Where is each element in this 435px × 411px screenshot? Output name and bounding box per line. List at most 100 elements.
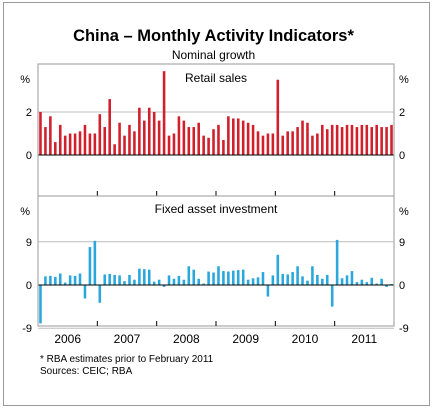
bar-0-2009-05 xyxy=(236,118,240,155)
bar-0-2011-01 xyxy=(335,124,339,155)
bar-0-2007-10 xyxy=(143,120,146,155)
chart-frame xyxy=(3,2,430,406)
bar-0-2007-09 xyxy=(138,107,141,155)
bar-1-2011-03 xyxy=(345,275,349,285)
bar-0-2006-04 xyxy=(54,142,57,155)
bar-0-2011-02 xyxy=(340,127,344,155)
bar-1-2010-07 xyxy=(306,280,309,285)
bar-1-2007-12 xyxy=(152,281,156,285)
bar-0-2009-08 xyxy=(251,124,255,155)
bar-1-2010-06 xyxy=(301,276,304,285)
bar-1-2009-08 xyxy=(251,278,255,285)
bar-0-2011-10 xyxy=(380,127,383,155)
bar-0-2011-08 xyxy=(370,127,374,155)
panel-title-1: Fixed asset investment xyxy=(155,202,278,216)
bar-0-2010-07 xyxy=(306,122,309,155)
bar-0-2011-12 xyxy=(390,124,393,155)
bar-0-2010-09 xyxy=(316,133,319,155)
bar-1-2006-02 xyxy=(44,276,47,285)
ytick-left-1-1: 0 xyxy=(26,280,32,292)
bar-0-2006-02 xyxy=(44,127,47,155)
bar-0-2006-09 xyxy=(78,131,82,155)
bar-0-2008-09 xyxy=(197,122,200,155)
bar-0-2006-11 xyxy=(88,133,92,155)
ytick-right-0-1: 2 xyxy=(399,107,405,119)
bar-1-2010-01 xyxy=(276,254,280,285)
bar-1-2006-01 xyxy=(39,285,42,324)
ytick-right-0-0: 0 xyxy=(399,150,405,162)
bar-1-2011-02 xyxy=(340,278,344,285)
ytick-left-0-0: 0 xyxy=(26,150,32,162)
bar-0-2008-02 xyxy=(162,71,166,155)
bar-1-2009-12 xyxy=(271,275,275,285)
bar-1-2009-02 xyxy=(222,271,225,285)
ylabel-left-0: % xyxy=(20,74,30,86)
bar-0-2007-01 xyxy=(98,114,102,155)
bar-1-2009-09 xyxy=(256,277,260,285)
bar-1-2006-08 xyxy=(73,275,77,285)
ytick-right-1-1: 0 xyxy=(399,280,405,292)
bar-1-2009-03 xyxy=(227,271,230,285)
bar-1-2011-09 xyxy=(375,283,378,285)
bar-0-2009-01 xyxy=(217,124,220,155)
bar-1-2011-10 xyxy=(380,278,383,285)
bar-1-2010-11 xyxy=(325,274,329,285)
xtick-2008: 2008 xyxy=(173,332,200,346)
bar-1-2010-09 xyxy=(316,274,319,285)
xtick-2010: 2010 xyxy=(292,332,319,346)
bar-0-2011-09 xyxy=(375,124,378,155)
bar-1-2008-06 xyxy=(182,279,186,285)
bar-0-2010-08 xyxy=(311,135,314,155)
xtick-2007: 2007 xyxy=(114,332,141,346)
bar-0-2007-12 xyxy=(152,112,156,155)
ylabel-left-1: % xyxy=(20,206,30,218)
bar-1-2008-12 xyxy=(212,272,215,285)
footnote: * RBA estimates prior to February 2011 xyxy=(40,354,214,365)
bar-0-2011-05 xyxy=(355,127,359,155)
bar-0-2007-03 xyxy=(108,99,111,155)
bar-0-2008-10 xyxy=(202,135,205,155)
bar-0-2009-09 xyxy=(256,131,260,155)
bar-1-2006-11 xyxy=(88,247,92,285)
bar-1-2008-03 xyxy=(167,275,171,285)
bar-1-2010-10 xyxy=(321,278,324,285)
bar-1-2009-11 xyxy=(266,285,270,297)
bar-1-2008-08 xyxy=(192,269,196,285)
ytick-left-1-0: -9 xyxy=(22,323,32,335)
bar-0-2008-08 xyxy=(192,127,196,155)
bar-1-2007-06 xyxy=(123,281,126,285)
bar-1-2009-10 xyxy=(261,272,265,285)
bar-1-2007-08 xyxy=(133,279,136,285)
bar-1-2011-11 xyxy=(385,285,388,287)
bar-1-2010-05 xyxy=(296,266,299,285)
xtick-2009: 2009 xyxy=(232,332,259,346)
bar-1-2011-08 xyxy=(370,277,374,285)
bar-0-2008-07 xyxy=(187,127,191,155)
ylabel-right-1: % xyxy=(399,206,409,218)
bar-1-2007-02 xyxy=(103,274,107,285)
bar-1-2009-06 xyxy=(241,269,245,285)
bar-0-2008-06 xyxy=(182,120,186,155)
bar-0-2009-12 xyxy=(271,133,275,155)
bar-0-2009-11 xyxy=(266,133,270,155)
bar-1-2007-07 xyxy=(128,274,131,285)
bar-0-2009-07 xyxy=(246,122,250,155)
bar-0-2010-12 xyxy=(330,124,334,155)
bar-1-2008-09 xyxy=(197,278,200,285)
bar-1-2006-03 xyxy=(49,275,52,285)
xtick-2006: 2006 xyxy=(54,332,81,346)
bar-1-2007-04 xyxy=(113,274,116,285)
bar-0-2009-02 xyxy=(222,139,225,155)
bar-0-2010-04 xyxy=(291,131,294,155)
bar-1-2008-10 xyxy=(202,283,205,285)
bar-0-2010-03 xyxy=(286,131,289,155)
bar-0-2006-05 xyxy=(58,124,62,155)
ytick-right-1-0: -9 xyxy=(399,323,409,335)
bar-1-2008-01 xyxy=(157,279,161,285)
bar-0-2010-10 xyxy=(321,124,324,155)
bar-0-2006-10 xyxy=(83,124,87,155)
bar-1-2006-06 xyxy=(63,282,67,285)
ytick-left-1-2: 9 xyxy=(26,237,32,249)
bar-1-2006-07 xyxy=(68,275,72,285)
